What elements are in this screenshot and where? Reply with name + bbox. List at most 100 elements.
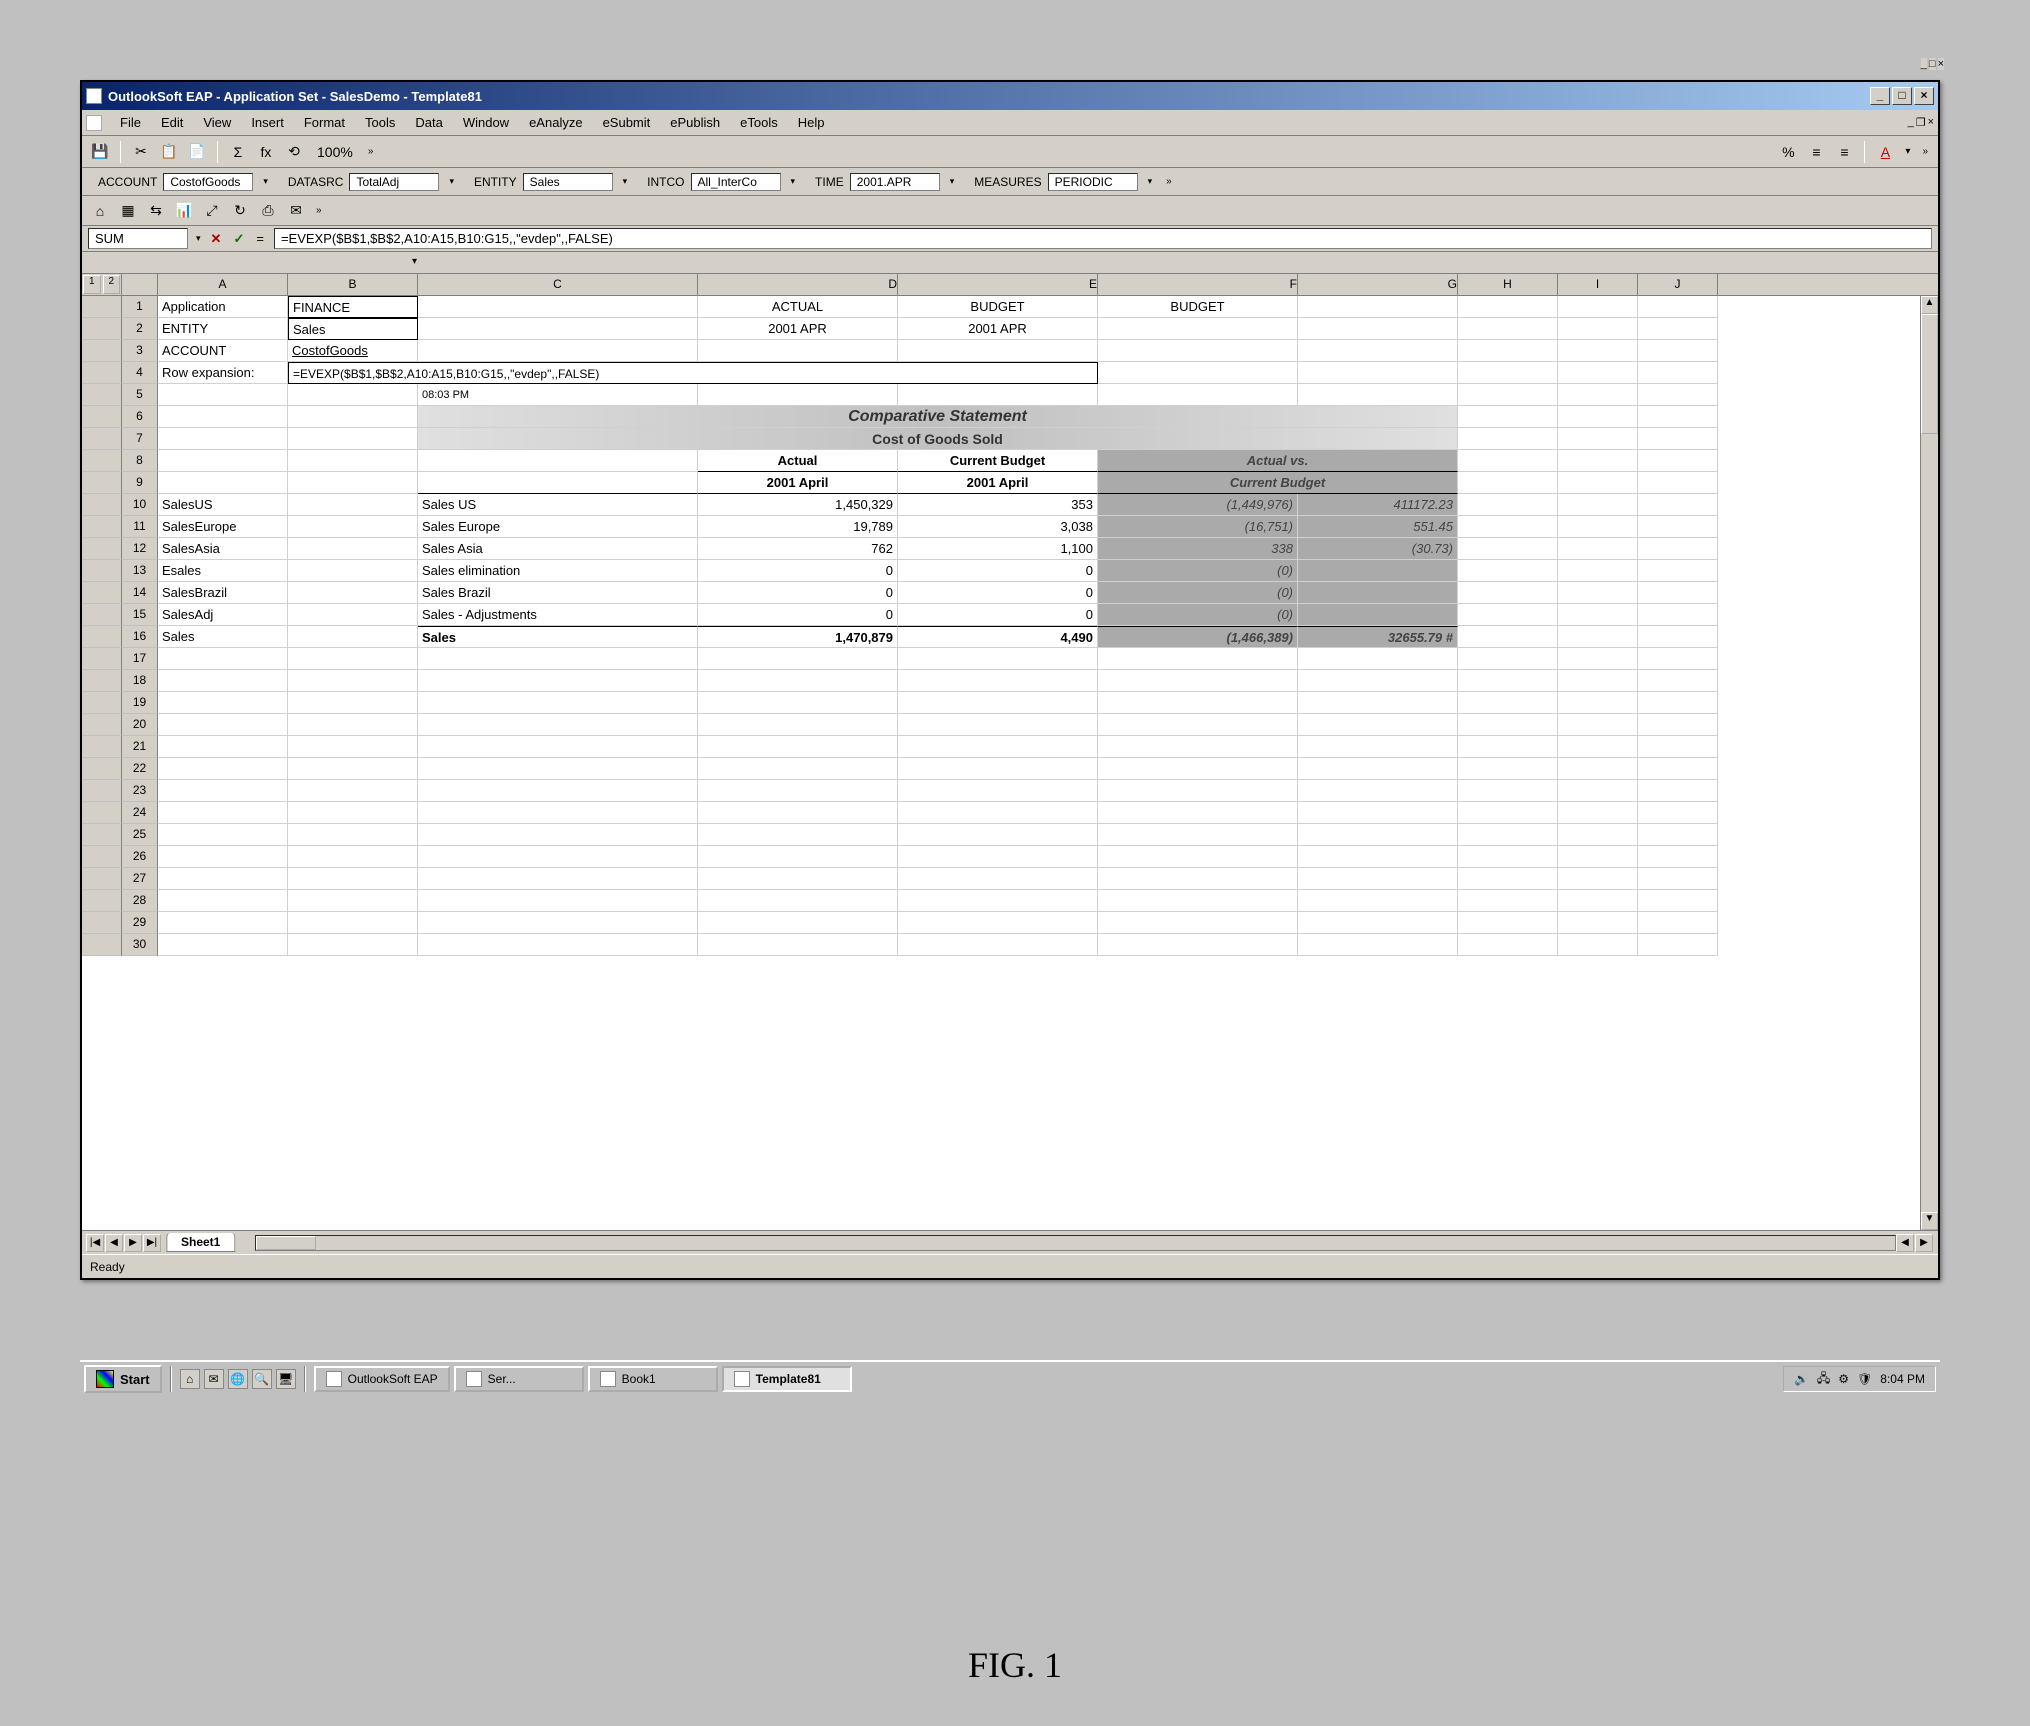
cell-actual[interactable]: 19,789 bbox=[698, 516, 898, 538]
cell[interactable] bbox=[288, 802, 418, 824]
cell[interactable] bbox=[1098, 648, 1298, 670]
cell[interactable] bbox=[418, 934, 698, 956]
cell[interactable] bbox=[1638, 516, 1718, 538]
cell-name[interactable]: Sales US bbox=[418, 494, 698, 516]
cell[interactable] bbox=[698, 736, 898, 758]
cell[interactable] bbox=[418, 868, 698, 890]
cell-c5-timestamp[interactable]: 08:03 PM bbox=[418, 384, 698, 406]
cell-variance[interactable]: 338 bbox=[1098, 538, 1298, 560]
cell[interactable] bbox=[1638, 428, 1718, 450]
cell[interactable] bbox=[158, 890, 288, 912]
menu-help[interactable]: Help bbox=[788, 113, 835, 132]
row-header[interactable]: 11 bbox=[122, 516, 158, 538]
cut-icon[interactable]: ✂ bbox=[129, 140, 153, 164]
cell[interactable] bbox=[288, 406, 418, 428]
quicklaunch-mail-icon[interactable]: ✉ bbox=[204, 1369, 224, 1389]
cell[interactable] bbox=[158, 692, 288, 714]
cell[interactable] bbox=[1638, 296, 1718, 318]
cell[interactable] bbox=[698, 758, 898, 780]
cell[interactable] bbox=[158, 648, 288, 670]
cell[interactable] bbox=[1638, 692, 1718, 714]
cell[interactable] bbox=[1638, 384, 1718, 406]
cell[interactable] bbox=[898, 648, 1098, 670]
dim-datasrc-value[interactable]: TotalAdj bbox=[349, 173, 439, 191]
outer-minimize-button[interactable]: _ bbox=[1921, 58, 1927, 70]
cell[interactable] bbox=[1298, 670, 1458, 692]
tray-settings-icon[interactable]: ⚙ bbox=[1838, 1372, 1849, 1386]
row-header[interactable]: 27 bbox=[122, 868, 158, 890]
cell-b1-application-value[interactable]: FINANCE bbox=[288, 296, 418, 318]
cell[interactable] bbox=[288, 560, 418, 582]
dim-entity-value[interactable]: Sales bbox=[523, 173, 613, 191]
menu-eanalyze[interactable]: eAnalyze bbox=[519, 113, 592, 132]
row-header[interactable]: 10 bbox=[122, 494, 158, 516]
cell[interactable] bbox=[418, 912, 698, 934]
cell[interactable] bbox=[1298, 340, 1458, 362]
col-header-b[interactable]: B bbox=[288, 274, 418, 295]
row-header[interactable]: 29 bbox=[122, 912, 158, 934]
cell[interactable] bbox=[898, 758, 1098, 780]
cell[interactable] bbox=[698, 670, 898, 692]
cell[interactable] bbox=[1558, 406, 1638, 428]
row-header[interactable]: 19 bbox=[122, 692, 158, 714]
outline-dropdown-icon[interactable]: ▾ bbox=[412, 256, 417, 267]
cell[interactable] bbox=[288, 846, 418, 868]
cell[interactable] bbox=[1558, 582, 1638, 604]
taskbar-task-outlooksoft[interactable]: OutlookSoft EAP bbox=[314, 1366, 450, 1392]
cell[interactable] bbox=[288, 428, 418, 450]
row-header[interactable]: 22 bbox=[122, 758, 158, 780]
cell[interactable] bbox=[1638, 780, 1718, 802]
cell[interactable] bbox=[288, 538, 418, 560]
row-header[interactable]: 5 bbox=[122, 384, 158, 406]
cell-actual[interactable]: 0 bbox=[698, 604, 898, 626]
cell-code[interactable]: SalesAsia bbox=[158, 538, 288, 560]
cell[interactable] bbox=[1638, 450, 1718, 472]
cell[interactable] bbox=[1558, 516, 1638, 538]
cell-e2-period[interactable]: 2001 APR bbox=[898, 318, 1098, 340]
percent-icon[interactable]: % bbox=[1776, 140, 1800, 164]
mdi-restore-button[interactable]: ❐ bbox=[1916, 116, 1926, 129]
cell[interactable] bbox=[418, 318, 698, 340]
cell[interactable] bbox=[418, 670, 698, 692]
undo-icon[interactable]: ⟲ bbox=[282, 140, 306, 164]
cell[interactable] bbox=[1638, 868, 1718, 890]
cell[interactable] bbox=[1298, 296, 1458, 318]
cell[interactable] bbox=[288, 516, 418, 538]
cell[interactable] bbox=[1298, 912, 1458, 934]
cell[interactable] bbox=[158, 846, 288, 868]
cell[interactable] bbox=[1458, 802, 1558, 824]
cell-a1-label[interactable]: Application bbox=[158, 296, 288, 318]
dim-measures-value[interactable]: PERIODIC bbox=[1048, 173, 1138, 191]
cell-a3-label[interactable]: ACCOUNT bbox=[158, 340, 288, 362]
cell[interactable] bbox=[1458, 362, 1558, 384]
cell[interactable] bbox=[1098, 890, 1298, 912]
cell-budget[interactable]: 353 bbox=[898, 494, 1098, 516]
cell[interactable] bbox=[1098, 780, 1298, 802]
taskbar-task-book1[interactable]: Book1 bbox=[588, 1366, 718, 1392]
dim-account-value[interactable]: CostofGoods bbox=[163, 173, 253, 191]
cell-name[interactable]: Sales elimination bbox=[418, 560, 698, 582]
cell-total-budget[interactable]: 4,490 bbox=[898, 626, 1098, 648]
hdr-actual-period[interactable]: 2001 April bbox=[698, 472, 898, 494]
toolbar-overflow-icon[interactable]: » bbox=[364, 146, 378, 157]
cell[interactable] bbox=[698, 384, 898, 406]
cell[interactable] bbox=[418, 692, 698, 714]
cell[interactable] bbox=[1638, 648, 1718, 670]
cell[interactable] bbox=[1558, 648, 1638, 670]
formula-cancel-icon[interactable]: ✕ bbox=[205, 231, 228, 247]
hscroll-right-icon[interactable]: ▶ bbox=[1915, 1234, 1933, 1252]
cell[interactable] bbox=[418, 340, 698, 362]
cell-total-actual[interactable]: 1,470,879 bbox=[698, 626, 898, 648]
cell[interactable] bbox=[1298, 736, 1458, 758]
cell-total-pct[interactable]: 32655.79 # bbox=[1298, 626, 1458, 648]
cell[interactable] bbox=[898, 824, 1098, 846]
mdi-minimize-button[interactable]: _ bbox=[1908, 116, 1914, 129]
dim-intco-dropdown-icon[interactable]: ▾ bbox=[787, 176, 800, 187]
cell[interactable] bbox=[1458, 384, 1558, 406]
cell[interactable] bbox=[418, 846, 698, 868]
cell[interactable] bbox=[158, 912, 288, 934]
cell[interactable] bbox=[1458, 890, 1558, 912]
cell-name[interactable]: Sales - Adjustments bbox=[418, 604, 698, 626]
save-icon[interactable]: 💾 bbox=[88, 140, 112, 164]
eap-grid-icon[interactable]: ▦ bbox=[116, 199, 140, 223]
